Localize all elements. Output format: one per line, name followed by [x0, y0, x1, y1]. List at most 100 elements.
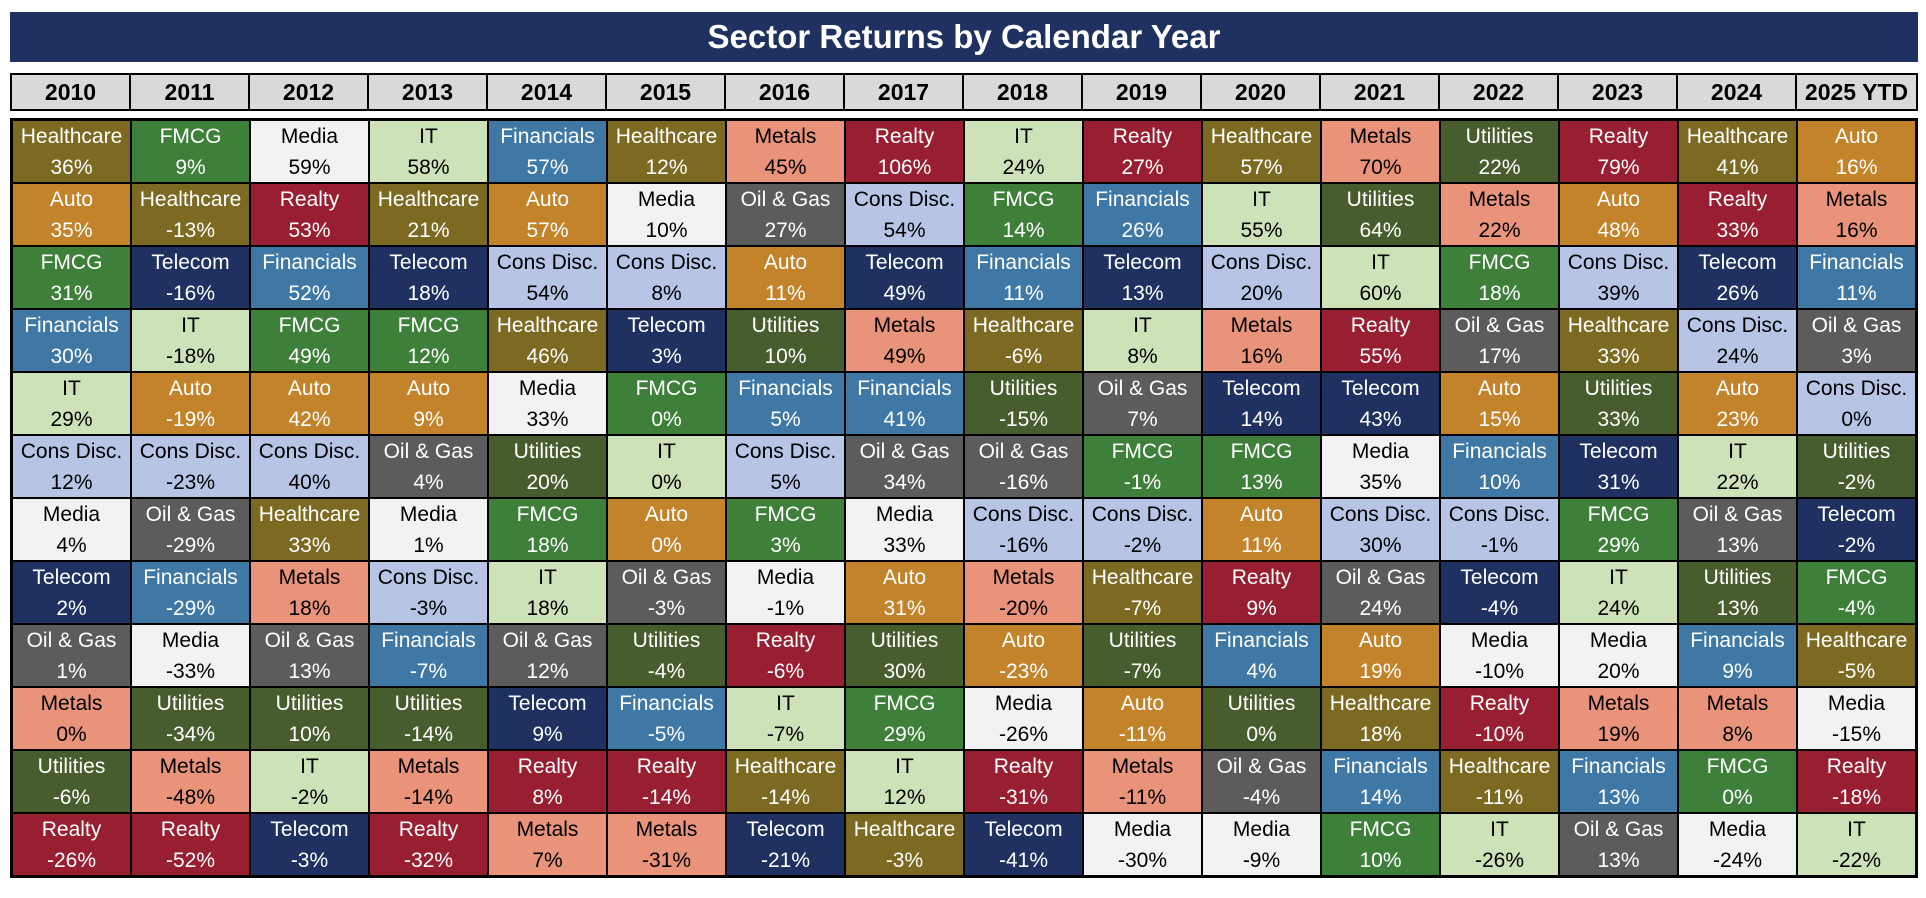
sector-return: 34% — [883, 470, 926, 494]
sector-return: 54% — [883, 218, 926, 242]
sector-cell: IT 18% — [488, 561, 607, 624]
sector-return: 8% — [532, 785, 563, 809]
sector-return: 0% — [56, 722, 87, 746]
sector-cell: Realty 8% — [488, 750, 607, 813]
sector-return: 29% — [1597, 533, 1640, 557]
sector-name: Financials — [1333, 754, 1428, 778]
sector-return: 30% — [50, 344, 93, 368]
sector-name: Telecom — [984, 817, 1063, 841]
sector-return: -4% — [647, 659, 686, 683]
sector-name: Financials — [143, 565, 238, 589]
sector-return: -6% — [766, 659, 805, 683]
sector-name: Oil & Gas — [1811, 313, 1902, 337]
sector-name: Metals — [1468, 187, 1531, 211]
sector-cell: Telecom -4% — [1440, 561, 1559, 624]
year-header-7: 2017 — [845, 75, 964, 109]
sector-name: FMCG — [159, 124, 222, 148]
sector-name: Auto — [287, 376, 332, 400]
sector-name: Realty — [1112, 124, 1173, 148]
sector-return: 9% — [1722, 659, 1753, 683]
sector-name: Media — [42, 502, 101, 526]
sector-return: 42% — [288, 407, 331, 431]
sector-return: 13% — [288, 659, 331, 683]
sector-cell: Auto 11% — [726, 246, 845, 309]
sector-name: Media — [756, 565, 815, 589]
sector-name: Telecom — [1579, 439, 1658, 463]
sector-name: Financials — [738, 376, 833, 400]
sector-return: 43% — [1359, 407, 1402, 431]
sector-cell: Cons Disc. 0% — [1797, 372, 1916, 435]
sector-return: -6% — [1004, 344, 1043, 368]
sector-cell: IT 58% — [369, 120, 488, 183]
sector-cell: Realty -32% — [369, 813, 488, 876]
sector-name: Auto — [882, 565, 927, 589]
sector-cell: Utilities 10% — [250, 687, 369, 750]
sector-name: IT — [419, 124, 438, 148]
year-header-13: 2023 — [1559, 75, 1678, 109]
sector-cell: Metals 7% — [488, 813, 607, 876]
sector-cell: Metals 16% — [1202, 309, 1321, 372]
sector-cell: Telecom 14% — [1202, 372, 1321, 435]
sector-name: Realty — [1707, 187, 1768, 211]
sector-return: -26% — [998, 722, 1049, 746]
sector-return: -26% — [46, 848, 97, 872]
sector-name: Metals — [40, 691, 103, 715]
sector-cell: Financials -29% — [131, 561, 250, 624]
sector-return: 17% — [1478, 344, 1521, 368]
sector-cell: Auto 9% — [369, 372, 488, 435]
sector-return: -4% — [1837, 596, 1876, 620]
sector-cell: Media 33% — [488, 372, 607, 435]
sector-name: Financials — [1452, 439, 1547, 463]
sector-name: Cons Disc. — [258, 439, 361, 463]
sector-cell: Auto 57% — [488, 183, 607, 246]
sector-name: Media — [1827, 691, 1886, 715]
sector-name: Media — [1351, 439, 1410, 463]
sector-cell: FMCG 10% — [1321, 813, 1440, 876]
sector-return: 59% — [288, 155, 331, 179]
year-header-9: 2019 — [1083, 75, 1202, 109]
sector-cell: Financials 30% — [12, 309, 131, 372]
sector-name: Metals — [1349, 124, 1412, 148]
sector-cell: Utilities 64% — [1321, 183, 1440, 246]
sector-return: 18% — [288, 596, 331, 620]
sector-cell: Telecom 43% — [1321, 372, 1440, 435]
sector-cell: FMCG 3% — [726, 498, 845, 561]
sector-name: Healthcare — [615, 124, 718, 148]
sector-cell: Telecom 2% — [12, 561, 131, 624]
sector-cell: IT 12% — [845, 750, 964, 813]
sector-cell: Media 4% — [12, 498, 131, 561]
sector-name: FMCG — [1468, 250, 1531, 274]
sector-name: Media — [161, 628, 220, 652]
sector-return: 53% — [288, 218, 331, 242]
sector-cell: Metals -14% — [369, 750, 488, 813]
sector-cell: Auto 15% — [1440, 372, 1559, 435]
sector-cell: Financials 13% — [1559, 750, 1678, 813]
sector-name: IT — [300, 754, 319, 778]
sector-name: Realty — [1588, 124, 1649, 148]
sector-return: -23% — [165, 470, 216, 494]
sector-return: -48% — [165, 785, 216, 809]
sector-name: Utilities — [751, 313, 820, 337]
sector-return: 45% — [764, 155, 807, 179]
sector-return: 40% — [288, 470, 331, 494]
sector-return: 33% — [1597, 344, 1640, 368]
sector-return: -34% — [165, 722, 216, 746]
sector-name: FMCG — [1111, 439, 1174, 463]
sector-name: Metals — [754, 124, 817, 148]
sector-cell: Media 10% — [607, 183, 726, 246]
sector-cell: Cons Disc. 12% — [12, 435, 131, 498]
sector-cell: Metals 19% — [1559, 687, 1678, 750]
sector-cell: Healthcare 21% — [369, 183, 488, 246]
sector-cell: Utilities 13% — [1678, 561, 1797, 624]
sector-cell: Media -30% — [1083, 813, 1202, 876]
sector-name: Oil & Gas — [383, 439, 474, 463]
sector-return: 18% — [407, 281, 450, 305]
sector-name: FMCG — [635, 376, 698, 400]
sector-return: 55% — [1359, 344, 1402, 368]
sector-return: 4% — [1246, 659, 1277, 683]
sector-return: 20% — [1240, 281, 1283, 305]
sector-name: Utilities — [37, 754, 106, 778]
sector-return: -22% — [1831, 848, 1882, 872]
sector-name: IT — [657, 439, 676, 463]
sector-name: Oil & Gas — [1573, 817, 1664, 841]
